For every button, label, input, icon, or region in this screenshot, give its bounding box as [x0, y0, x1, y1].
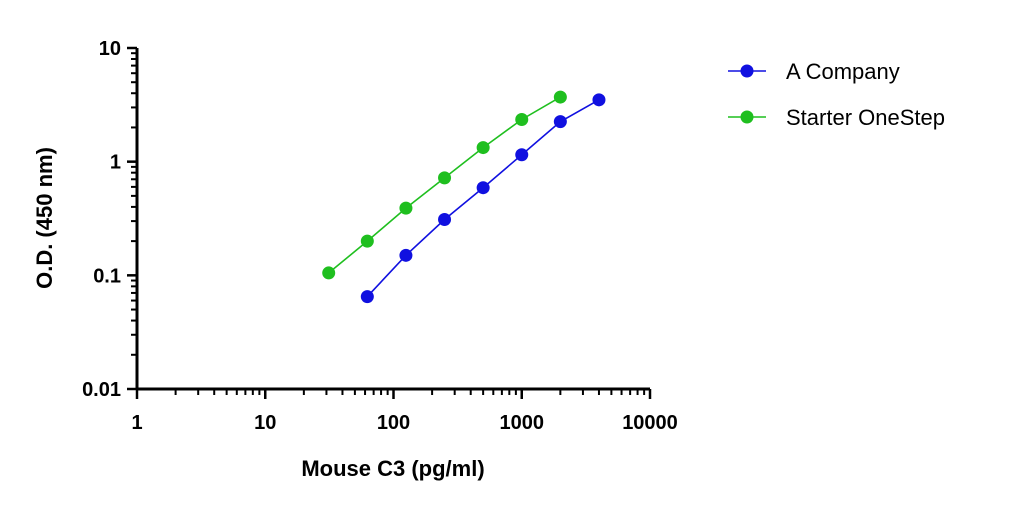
- data-point: [360, 234, 374, 248]
- x-tick-label: 10000: [622, 412, 678, 434]
- x-tick-label: 1: [131, 412, 142, 434]
- y-tick-label: 10: [99, 38, 121, 60]
- data-point: [322, 266, 336, 280]
- legend: A Company Starter OneStep: [728, 59, 945, 130]
- series-2: [322, 90, 567, 280]
- legend-marker: [740, 110, 754, 124]
- data-point: [399, 248, 413, 262]
- data-point: [360, 290, 374, 304]
- data-point: [476, 181, 490, 195]
- legend-label: A Company: [786, 59, 900, 84]
- data-point: [476, 141, 490, 155]
- x-axis-title: Mouse C3 (pg/ml): [301, 456, 484, 481]
- y-axis-title: O.D. (450 nm): [32, 147, 57, 289]
- legend-item: Starter OneStep: [728, 105, 945, 130]
- series-line: [366, 99, 600, 298]
- y-tick-label: 0.1: [93, 265, 121, 287]
- data-point: [553, 115, 567, 129]
- data-point: [553, 90, 567, 104]
- data-point: [399, 201, 413, 215]
- x-tick-label: 10: [254, 412, 276, 434]
- y-tick-label: 1: [110, 152, 121, 174]
- data-point: [438, 212, 452, 226]
- plot-area: [322, 90, 606, 304]
- y-tick-label: 0.01: [82, 379, 121, 401]
- axes: 1 10 100 1000 10000 0.01 0.1 1 10: [82, 38, 678, 434]
- x-tick-label: 100: [377, 412, 410, 434]
- data-point: [515, 112, 529, 126]
- data-point: [438, 171, 452, 185]
- legend-item: A Company: [728, 59, 900, 84]
- series-1: [360, 93, 606, 304]
- legend-label: Starter OneStep: [786, 105, 945, 130]
- data-point: [592, 93, 606, 107]
- x-tick-label: 1000: [500, 412, 545, 434]
- legend-marker: [740, 64, 754, 78]
- data-point: [515, 148, 529, 162]
